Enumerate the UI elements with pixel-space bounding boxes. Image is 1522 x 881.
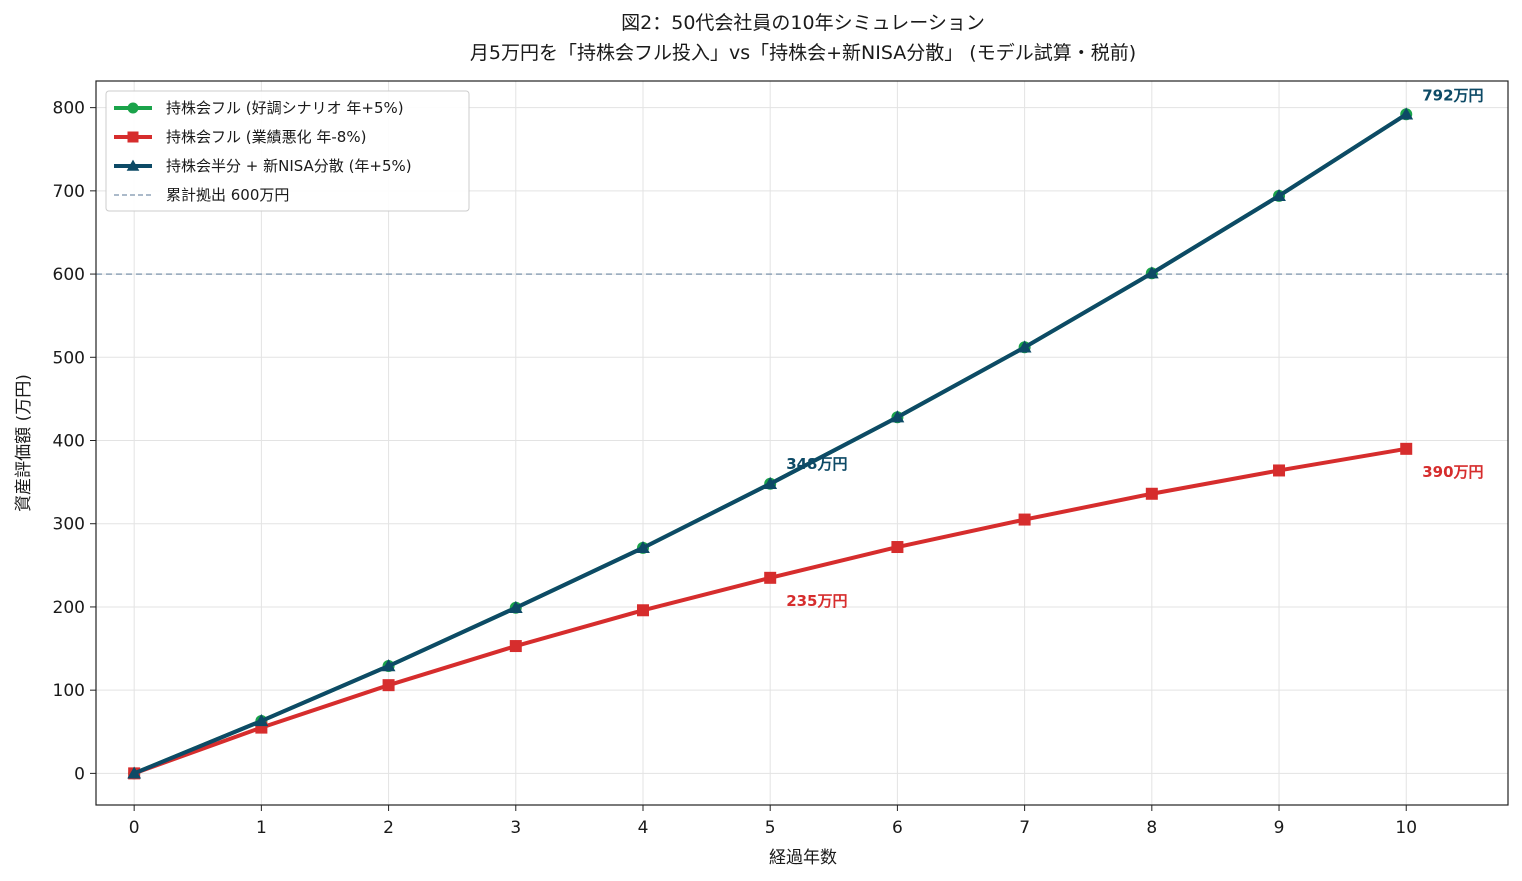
y-tick-label: 700 [53, 182, 85, 202]
plot-frame [95, 80, 1509, 806]
legend-box [105, 90, 470, 212]
y-tick-label: 200 [53, 598, 85, 618]
legend-label: 持株会フル (好調シナリオ 年+5%) [166, 99, 404, 117]
data-point-bad [1145, 487, 1158, 500]
data-point-split [763, 476, 778, 489]
series-split [127, 107, 1414, 779]
legend-label: 累計拠出 600万円 [166, 186, 289, 204]
data-label: 348万円 [786, 455, 847, 473]
data-point-split [381, 659, 396, 672]
y-axis-label: 資産評価額 (万円) [14, 374, 34, 512]
data-point-split [127, 766, 142, 779]
x-tick-label: 4 [638, 818, 649, 838]
data-point-split [508, 600, 523, 613]
legend-label: 持株会半分 + 新NISA分散 (年+5%) [166, 157, 412, 175]
data-point-bad [636, 604, 649, 617]
y-tick-label: 400 [53, 432, 85, 452]
data-point-bad [1273, 464, 1286, 477]
legend-entry-split: 持株会半分 + 新NISA分散 (年+5%) [114, 157, 412, 175]
legend-entry-bad: 持株会フル (業績悪化 年-8%) [114, 128, 366, 146]
data-point-split [254, 714, 269, 727]
data-point-split [1272, 188, 1286, 202]
data-label: 792万円 [1422, 86, 1483, 104]
series-group [127, 107, 1414, 780]
data-point-bad [1400, 442, 1413, 455]
x-tick-label: 3 [510, 818, 521, 838]
legend-swatch-marker [127, 102, 139, 114]
x-tick-label: 1 [256, 818, 267, 838]
data-point-bad [382, 679, 395, 692]
data-label: 390万円 [1422, 463, 1483, 481]
data-point-split [1144, 266, 1159, 279]
data-point-split [1017, 340, 1032, 353]
legend-swatch-marker [126, 159, 140, 171]
y-tick-label: 600 [53, 265, 85, 285]
data-label: 235万円 [786, 592, 847, 610]
x-tick-label: 10 [1395, 818, 1417, 838]
y-tick-label: 0 [74, 764, 85, 784]
chart-subtitle: 月5万円を「持株会フル投入」vs「持株会+新NISA分散」 (モデル試算・税前) [470, 42, 1136, 64]
x-tick-label: 0 [129, 818, 140, 838]
data-point-bad [509, 640, 522, 653]
legend-label: 持株会フル (業績悪化 年-8%) [166, 128, 366, 146]
annotations-group: 792万円 348万円 390万円 235万円 [786, 86, 1483, 610]
data-point-bad [891, 541, 904, 554]
y-tick-label: 100 [53, 681, 85, 701]
legend-entry-reference: 累計拠出 600万円 [114, 186, 289, 204]
x-tick-label: 9 [1274, 818, 1285, 838]
data-point-split [890, 410, 905, 423]
data-point-split [636, 540, 650, 554]
x-axis-label: 経過年数 [769, 848, 837, 868]
y-axis: 0 100 200 300 400 500 600 700 800 [53, 99, 96, 784]
legend: 持株会フル (好調シナリオ 年+5%) 持株会フル (業績悪化 年-8%) 持株会半… [105, 90, 470, 212]
y-tick-label: 300 [53, 515, 85, 535]
data-point-split [1399, 107, 1414, 120]
data-point-bad [1018, 513, 1031, 526]
x-tick-label: 5 [765, 818, 776, 838]
y-tick-label: 500 [53, 348, 85, 368]
x-axis: 0 1 2 3 4 5 6 7 8 9 10 [129, 805, 1417, 838]
x-tick-label: 8 [1146, 818, 1157, 838]
legend-swatch-marker [127, 131, 139, 143]
x-tick-label: 6 [892, 818, 903, 838]
x-tick-label: 2 [383, 818, 394, 838]
chart-title: 図2：50代会社員の10年シミュレーション [621, 12, 985, 34]
data-point-bad [764, 571, 777, 584]
x-tick-label: 7 [1019, 818, 1030, 838]
y-tick-label: 800 [53, 99, 85, 119]
legend-entry-good: 持株会フル (好調シナリオ 年+5%) [114, 99, 404, 117]
